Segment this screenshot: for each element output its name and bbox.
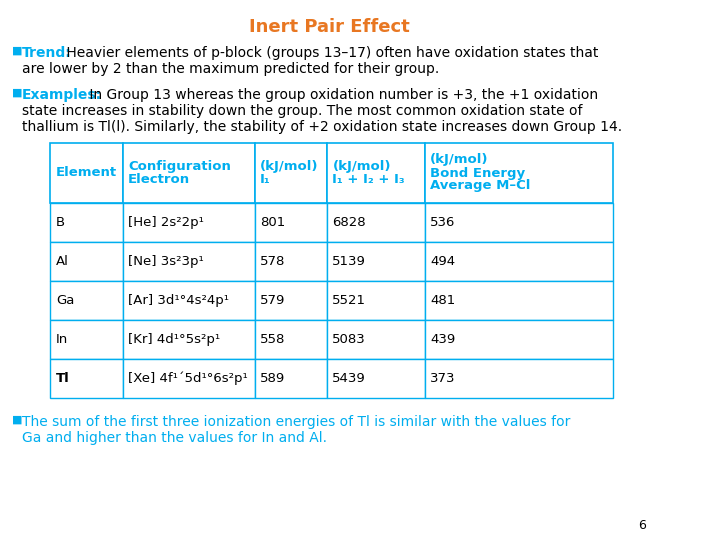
Text: (kJ/mol): (kJ/mol): [431, 153, 489, 166]
Bar: [327, 203, 425, 242]
Bar: [122, 281, 255, 320]
Text: 578: 578: [260, 255, 285, 268]
Bar: [255, 359, 327, 398]
Text: 801: 801: [260, 216, 285, 229]
Text: 558: 558: [260, 333, 285, 346]
Bar: [255, 203, 327, 242]
Text: 5439: 5439: [333, 372, 366, 385]
Text: 5139: 5139: [333, 255, 366, 268]
Text: 5521: 5521: [333, 294, 366, 307]
Bar: [122, 359, 255, 398]
Text: I₁ + I₂ + I₃: I₁ + I₂ + I₃: [333, 173, 405, 186]
Text: 494: 494: [431, 255, 456, 268]
Text: Inert Pair Effect: Inert Pair Effect: [249, 18, 410, 36]
Text: (kJ/mol): (kJ/mol): [333, 160, 391, 173]
Bar: [425, 143, 613, 203]
Text: ■: ■: [12, 46, 22, 56]
Bar: [425, 242, 613, 281]
Bar: [255, 281, 327, 320]
Text: [Kr] 4d¹°5s²p¹: [Kr] 4d¹°5s²p¹: [128, 333, 220, 346]
Text: The sum of the first three ionization energies of Tl is similar with the values : The sum of the first three ionization en…: [22, 415, 570, 429]
Text: 6: 6: [639, 519, 647, 532]
Text: 439: 439: [431, 333, 456, 346]
Bar: [255, 320, 327, 359]
Text: [Xe] 4f¹´5d¹°6s²p¹: [Xe] 4f¹´5d¹°6s²p¹: [128, 372, 248, 385]
Text: 373: 373: [431, 372, 456, 385]
Text: 536: 536: [431, 216, 456, 229]
Bar: [327, 281, 425, 320]
Text: Electron: Electron: [128, 173, 190, 186]
Text: Tl: Tl: [56, 372, 70, 385]
Bar: [50, 242, 122, 281]
Text: 6828: 6828: [333, 216, 366, 229]
Bar: [50, 143, 122, 203]
Text: 589: 589: [260, 372, 285, 385]
Text: Average M–Cl: Average M–Cl: [431, 179, 531, 192]
Bar: [50, 320, 122, 359]
Text: Ga: Ga: [56, 294, 74, 307]
Text: ■: ■: [12, 88, 22, 98]
Bar: [122, 203, 255, 242]
Text: In Group 13 whereas the group oxidation number is +3, the +1 oxidation: In Group 13 whereas the group oxidation …: [85, 88, 598, 102]
Text: Ga and higher than the values for In and Al.: Ga and higher than the values for In and…: [22, 431, 327, 445]
Bar: [425, 320, 613, 359]
Text: Trend:: Trend:: [22, 46, 72, 60]
Text: 579: 579: [260, 294, 285, 307]
Bar: [50, 203, 122, 242]
Text: [Ar] 3d¹°4s²4p¹: [Ar] 3d¹°4s²4p¹: [128, 294, 229, 307]
Text: [Ne] 3s²3p¹: [Ne] 3s²3p¹: [128, 255, 204, 268]
Bar: [255, 242, 327, 281]
Bar: [327, 143, 425, 203]
Text: thallium is Tl(l). Similarly, the stability of +2 oxidation state increases down: thallium is Tl(l). Similarly, the stabil…: [22, 120, 622, 134]
Bar: [425, 359, 613, 398]
Text: In: In: [56, 333, 68, 346]
Bar: [425, 281, 613, 320]
Text: are lower by 2 than the maximum predicted for their group.: are lower by 2 than the maximum predicte…: [22, 62, 439, 76]
Bar: [50, 281, 122, 320]
Text: Configuration: Configuration: [128, 160, 231, 173]
Bar: [327, 359, 425, 398]
Text: 481: 481: [431, 294, 456, 307]
Text: Element: Element: [56, 166, 117, 179]
Text: Al: Al: [56, 255, 68, 268]
Bar: [122, 320, 255, 359]
Text: Heavier elements of p-block (groups 13–17) often have oxidation states that: Heavier elements of p-block (groups 13–1…: [62, 46, 598, 60]
Text: ■: ■: [12, 415, 22, 425]
Text: Bond Energy: Bond Energy: [431, 166, 526, 179]
Bar: [50, 359, 122, 398]
Text: state increases in stability down the group. The most common oxidation state of: state increases in stability down the gr…: [22, 104, 582, 118]
Text: I₁: I₁: [260, 173, 271, 186]
Bar: [327, 242, 425, 281]
Text: Examples:: Examples:: [22, 88, 102, 102]
Text: (kJ/mol): (kJ/mol): [260, 160, 318, 173]
Bar: [122, 143, 255, 203]
Text: 5083: 5083: [333, 333, 366, 346]
Bar: [122, 242, 255, 281]
Bar: [327, 320, 425, 359]
Text: [He] 2s²2p¹: [He] 2s²2p¹: [128, 216, 204, 229]
Text: B: B: [56, 216, 65, 229]
Bar: [425, 203, 613, 242]
Bar: [255, 143, 327, 203]
